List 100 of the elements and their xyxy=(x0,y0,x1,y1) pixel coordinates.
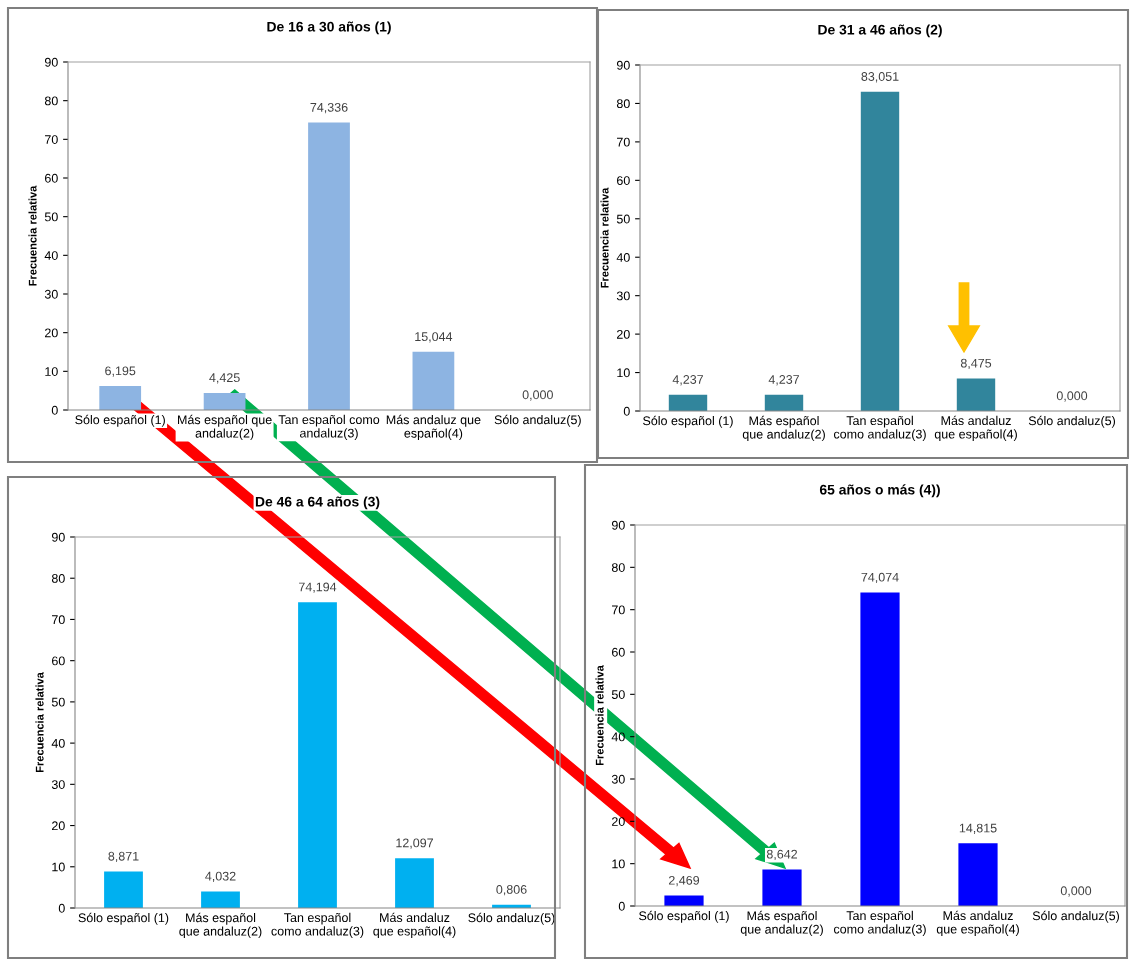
data-label: 0,806 xyxy=(496,885,527,896)
y-axis-title: Frecuencia relativa xyxy=(595,665,604,766)
y-tick-label: 70 xyxy=(612,605,625,615)
data-label: 12,097 xyxy=(396,838,433,849)
y-tick-label: 60 xyxy=(612,647,625,657)
bar xyxy=(860,91,900,411)
data-label: 8,642 xyxy=(766,849,798,861)
data-label: 0,000 xyxy=(1056,391,1088,402)
x-tick-label: Sólo andaluz(5) xyxy=(1032,910,1119,923)
bar xyxy=(308,122,350,410)
data-label: 74,336 xyxy=(310,102,348,114)
x-tick-label: Sólo español (1) xyxy=(643,415,733,428)
y-tick-label: 0 xyxy=(623,406,630,416)
y-tick-label: 50 xyxy=(51,697,65,707)
data-label: 0,000 xyxy=(522,390,553,401)
y-tick-label: 70 xyxy=(617,137,630,147)
bar xyxy=(860,592,900,906)
bar xyxy=(203,392,246,410)
y-axis-title: Frecuencia relativa xyxy=(28,185,37,286)
y-tick-label: 60 xyxy=(617,176,630,185)
data-label: 2,469 xyxy=(668,875,700,887)
y-tick-label: 50 xyxy=(616,214,630,224)
x-tick-label: Tan español como andaluz(3) xyxy=(833,910,926,936)
y-tick-label: 40 xyxy=(616,253,630,262)
y-tick-label: 90 xyxy=(616,60,630,70)
y-tick-label: 90 xyxy=(611,520,625,530)
y-tick-label: 20 xyxy=(45,328,58,338)
data-label: 74,194 xyxy=(299,582,337,593)
y-tick-label: 30 xyxy=(51,780,65,789)
x-tick-label: Tan español como andaluz(3) xyxy=(271,912,364,938)
bar xyxy=(201,891,240,908)
y-tick-label: 20 xyxy=(612,817,625,826)
y-tick-label: 10 xyxy=(45,367,58,376)
data-label: 4,425 xyxy=(209,373,240,384)
x-tick-label: Sólo andaluz(5) xyxy=(494,414,581,427)
y-tick-label: 80 xyxy=(44,96,58,106)
y-tick-label: 60 xyxy=(52,656,65,666)
x-tick-label: Más andaluz que español(4) xyxy=(934,415,1017,441)
y-tick-label: 10 xyxy=(612,859,625,869)
bar xyxy=(764,394,804,411)
y-axis-title: Frecuencia relativa xyxy=(35,672,44,773)
bar xyxy=(762,869,802,906)
bar xyxy=(958,843,998,906)
data-label: 15,044 xyxy=(415,332,453,343)
y-tick-label: 80 xyxy=(611,563,625,572)
y-tick-label: 10 xyxy=(52,862,65,872)
chart-title: De 16 a 30 años (1) xyxy=(267,21,391,35)
data-label: 74,074 xyxy=(861,572,899,584)
y-tick-label: 80 xyxy=(51,574,65,583)
chart-title: 65 años o más (4)) xyxy=(819,484,940,498)
x-tick-label: Sólo español (1) xyxy=(78,912,169,925)
data-label: 4,237 xyxy=(768,375,800,386)
bar xyxy=(99,386,142,410)
bar xyxy=(668,394,708,411)
data-label: 14,815 xyxy=(959,823,997,834)
y-tick-label: 70 xyxy=(45,135,58,144)
x-tick-label: Sólo andaluz(5) xyxy=(1028,415,1115,428)
x-tick-label: Más andaluz que español(4) xyxy=(373,912,456,938)
x-tick-label: Más español que andaluz(2) xyxy=(179,912,262,939)
y-tick-label: 20 xyxy=(617,329,630,339)
y-tick-label: 40 xyxy=(611,732,625,742)
x-tick-label: Más andaluz que español(4) xyxy=(936,910,1019,936)
bar xyxy=(298,602,337,908)
bar xyxy=(104,871,143,908)
bar xyxy=(956,378,996,411)
y-tick-label: 0 xyxy=(58,903,65,913)
y-tick-label: 60 xyxy=(45,173,58,183)
data-label: 6,195 xyxy=(105,366,136,377)
chart-title: De 46 a 64 años (3) xyxy=(255,496,380,510)
bar xyxy=(395,858,434,908)
y-tick-label: 80 xyxy=(616,99,630,109)
data-label: 8,871 xyxy=(108,851,139,863)
data-label: 4,032 xyxy=(205,871,236,883)
y-tick-label: 30 xyxy=(611,774,625,784)
y-tick-label: 40 xyxy=(44,251,58,260)
y-tick-label: 0 xyxy=(618,901,625,911)
x-tick-label: Sólo español (1) xyxy=(75,414,165,427)
bar xyxy=(412,351,455,410)
y-tick-label: 20 xyxy=(52,821,65,831)
y-axis-title: Frecuencia relativa xyxy=(600,187,609,288)
data-label: 83,051 xyxy=(861,72,899,83)
data-label: 8,475 xyxy=(960,358,992,370)
y-tick-label: 30 xyxy=(616,291,630,301)
y-tick-label: 70 xyxy=(52,615,65,625)
x-tick-label: Tan español como andaluz(3) xyxy=(278,414,380,440)
data-label: 4,237 xyxy=(672,375,704,386)
y-tick-label: 50 xyxy=(611,690,625,699)
x-tick-label: Más andaluz que español(4) xyxy=(386,414,481,441)
y-tick-label: 0 xyxy=(51,405,58,415)
x-tick-label: Sólo andaluz(5) xyxy=(468,912,555,925)
y-tick-label: 50 xyxy=(44,212,58,222)
data-label: 0,000 xyxy=(1060,886,1092,897)
x-tick-label: Más español que andaluz(2) xyxy=(178,414,272,441)
chart-title: De 31 a 46 años (2) xyxy=(818,24,942,38)
x-tick-label: Sólo español (1) xyxy=(639,910,729,923)
y-tick-label: 30 xyxy=(44,289,58,299)
x-tick-label: Tan español como andaluz(3) xyxy=(833,415,926,441)
x-tick-label: Más español que andaluz(2) xyxy=(740,910,823,937)
y-tick-label: 10 xyxy=(617,368,630,378)
y-tick-label: 40 xyxy=(51,738,65,748)
